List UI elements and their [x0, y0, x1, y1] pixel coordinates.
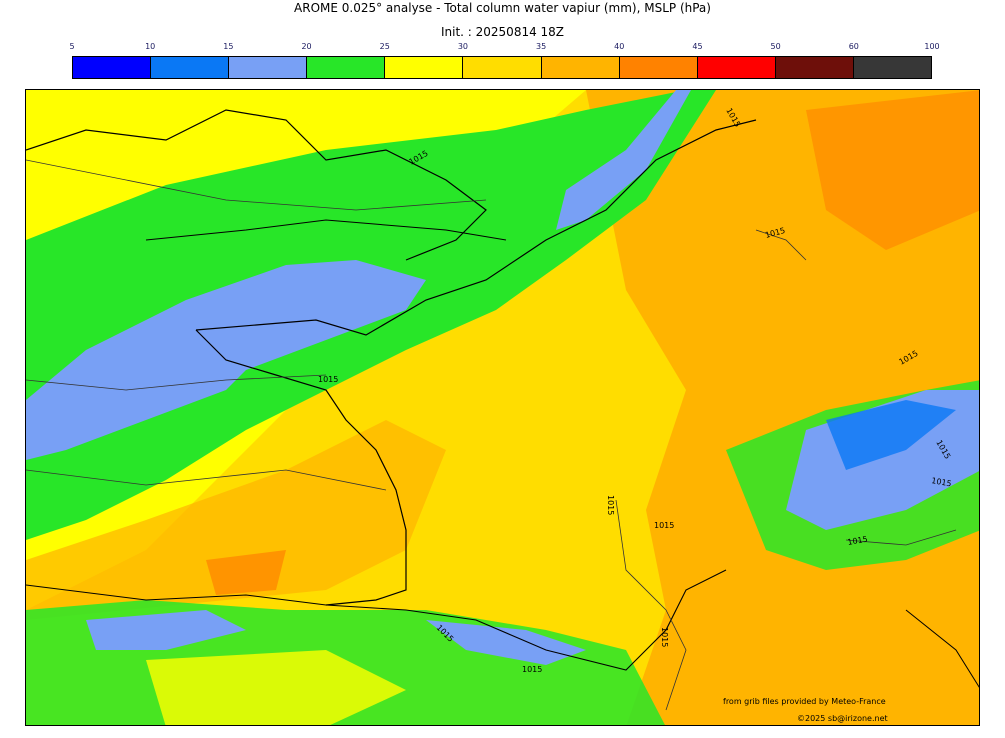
isobar-label: 1015	[318, 375, 338, 384]
colorbar-segment	[775, 57, 854, 78]
copyright-credit: ©2025 sb@irizone.net	[797, 714, 888, 723]
colorbar-tick-label: 15	[223, 42, 234, 51]
isobar-label: 1015	[847, 535, 869, 547]
colorbar-segment	[385, 57, 464, 78]
colorbar-tick-label: 25	[379, 42, 390, 51]
field-blue-pyr-e	[426, 620, 586, 665]
isobar-north	[26, 159, 487, 211]
field-orange-sw	[26, 420, 446, 620]
isobar-label: 1015	[654, 521, 674, 530]
field-blue-pyr-w	[86, 610, 246, 650]
isobar-1015-center	[615, 499, 687, 711]
isobar-southwest	[26, 469, 387, 491]
colorbar-segment	[229, 57, 308, 78]
isobar-label: 1015	[660, 627, 669, 647]
colorbar-segment	[619, 57, 698, 78]
colorbar-segment	[73, 57, 152, 78]
coastline-italy	[905, 609, 979, 688]
colorbar-segment	[853, 57, 932, 78]
colorbar-segment	[541, 57, 620, 78]
isobar-1015-east	[755, 229, 807, 261]
colorbar-segment	[463, 57, 542, 78]
coastline-britain	[26, 109, 487, 261]
field-orange-east	[586, 90, 979, 725]
colorbar-tick-label: 45	[692, 42, 703, 51]
colorbar-tick-label: 5	[69, 42, 75, 51]
init-time: Init. : 20250814 18Z	[440, 25, 565, 39]
colorbar-tick-label: 50	[770, 42, 781, 51]
colorbar	[72, 56, 932, 79]
field-yellow-spain	[146, 650, 406, 725]
data-source-credit: from grib files provided by Meteo-France	[723, 697, 886, 706]
field-darkorange-ne	[806, 90, 979, 250]
field-blue-north	[556, 90, 691, 230]
colorbar-tick-label: 60	[848, 42, 859, 51]
colorbar-tick-label: 100	[924, 42, 940, 51]
colorbar-tick-label: 40	[614, 42, 625, 51]
colorbar-segment	[151, 57, 230, 78]
colorbar-tick-label: 20	[301, 42, 312, 51]
chart-title: AROME 0.025° analyse - Total column wate…	[294, 1, 711, 15]
colorbar-tick-label: 30	[457, 42, 468, 51]
isobar-1015-alps	[845, 529, 957, 546]
coastline-channel-north	[145, 219, 507, 241]
field-darkorange-sw	[206, 550, 286, 595]
coastline-france-north	[195, 119, 757, 336]
isobar-label: 1015	[522, 665, 542, 674]
colorbar-tick-label: 35	[535, 42, 547, 51]
colorbar-ticks: 5 10 15 20 25 30 35 40 45 50 60 100	[0, 42, 1005, 54]
coastline-south	[26, 569, 727, 671]
colorbar-tick-label: 10	[145, 42, 156, 51]
isobar-label: 1015	[931, 476, 953, 488]
colorbar-segment	[307, 57, 386, 78]
map-svg: 1015101510151015101510151015101510151015…	[26, 90, 979, 725]
coastline-france-west	[195, 329, 407, 606]
isobar-label: 1015	[606, 495, 615, 515]
field-darkblue-alps	[826, 400, 956, 470]
isobar-1015-west	[26, 374, 327, 391]
colorbar-segment	[697, 57, 776, 78]
weather-map: 1015 1015 1015 1015 1015 1015 1015 1015 1015 1015…	[25, 89, 980, 726]
